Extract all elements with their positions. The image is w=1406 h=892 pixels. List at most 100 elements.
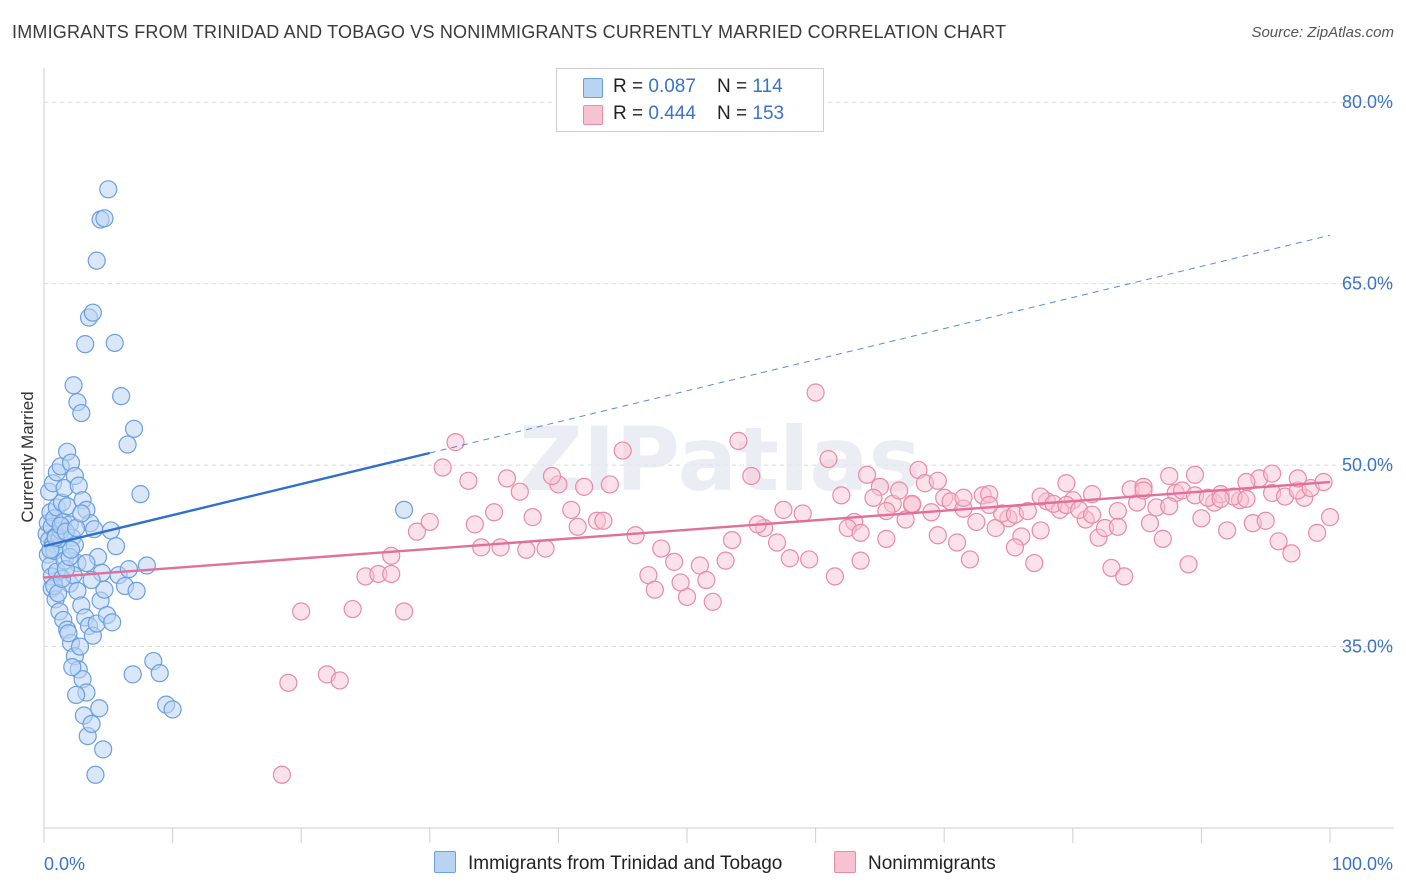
immigrants-points: [37, 180, 414, 784]
immigrants-point: [59, 624, 78, 643]
nonimmigrants-points: [272, 383, 1340, 784]
x-tick-label: 100.0%: [1332, 854, 1393, 874]
nonimmigrants-point: [928, 471, 947, 490]
immigrants-point: [127, 581, 146, 601]
immigrants-point: [77, 553, 96, 573]
nonimmigrants-point: [1025, 553, 1044, 573]
nonimmigrants-point: [671, 573, 690, 592]
bottom-legend-label-immigrants: Immigrants from Trinidad and Tobago: [468, 853, 783, 874]
legend-r-label: R =: [613, 76, 649, 97]
legend-r-label: R =: [613, 103, 649, 124]
immigrants-point: [70, 637, 90, 656]
nonimmigrants-point: [420, 512, 439, 532]
nonimmigrants-point: [1269, 532, 1288, 551]
nonimmigrants-point: [767, 533, 787, 552]
nonimmigrants-point: [851, 551, 870, 570]
nonimmigrants-point: [613, 441, 632, 460]
nonimmigrants-point: [800, 550, 819, 569]
nonimmigrants-point: [960, 550, 980, 569]
nonimmigrants-point: [594, 511, 613, 530]
legend-swatch-pink: [583, 105, 603, 125]
nonimmigrants-point: [1005, 538, 1025, 557]
nonimmigrants-point: [1256, 511, 1275, 530]
nonimmigrants-point: [465, 515, 484, 534]
nonimmigrants-point: [600, 475, 619, 494]
nonimmigrants-point: [1115, 567, 1134, 586]
nonimmigrants-point: [967, 512, 986, 532]
nonimmigrants-point: [446, 433, 465, 452]
nonimmigrants-point: [716, 551, 735, 570]
nonimmigrants-trend-line: [43, 480, 1331, 579]
legend-text-nonimmigrants: R = 0.444 N = 153: [613, 101, 784, 127]
nonimmigrants-point: [562, 500, 581, 519]
immigrants-trend-extension: [429, 234, 1331, 454]
immigrants-point: [105, 333, 124, 353]
immigrants-point: [99, 180, 118, 199]
nonimmigrants-point: [1018, 501, 1037, 521]
immigrants-point: [394, 500, 414, 519]
nonimmigrants-point: [1185, 465, 1205, 484]
nonimmigrants-point: [902, 494, 922, 513]
nonimmigrants-point: [742, 466, 761, 486]
nonimmigrants-point: [1320, 508, 1340, 527]
nonimmigrants-point: [774, 500, 793, 519]
bottom-legend-nonimmigrants: Nonimmigrants: [834, 851, 996, 875]
nonimmigrants-point: [1160, 466, 1179, 486]
nonimmigrants-point: [722, 530, 742, 550]
nonimmigrants-point: [806, 383, 825, 402]
nonimmigrants-point: [729, 431, 748, 451]
legend-swatch-blue: [583, 78, 603, 98]
immigrants-point: [90, 699, 109, 718]
legend-n-label: N =: [717, 76, 753, 97]
nonimmigrants-point: [542, 466, 562, 486]
nonimmigrants-point: [890, 481, 909, 500]
legend-n-label: N =: [717, 103, 753, 124]
nonimmigrants-point: [1179, 555, 1198, 574]
nonimmigrants-point: [980, 495, 999, 515]
nonimmigrants-point: [459, 471, 478, 490]
nonimmigrants-point: [954, 488, 973, 507]
immigrants-point: [87, 251, 106, 270]
nonimmigrants-point: [272, 765, 292, 784]
nonimmigrants-point: [832, 486, 851, 505]
immigrants-point: [131, 485, 150, 504]
tick-labels: 35.0% 50.0% 65.0% 80.0% 0.0% 100.0%: [44, 92, 1393, 874]
immigrants-point: [123, 665, 142, 684]
nonimmigrants-point: [864, 488, 883, 507]
nonimmigrants-point: [1263, 464, 1282, 483]
immigrants-point: [150, 664, 169, 683]
nonimmigrants-point: [1218, 521, 1237, 540]
nonimmigrants-point: [394, 602, 414, 621]
nonimmigrants-point: [1288, 469, 1307, 488]
nonimmigrants-point: [1237, 489, 1256, 509]
immigrants-point: [118, 435, 137, 454]
nonimmigrants-point: [1108, 517, 1127, 536]
immigrants-point: [82, 714, 101, 734]
nonimmigrants-point: [472, 538, 491, 557]
immigrants-point: [94, 740, 113, 759]
nonimmigrants-point: [1082, 505, 1102, 524]
immigrants-point: [61, 540, 81, 559]
nonimmigrants-point: [491, 538, 510, 557]
y-tick-label: 80.0%: [1342, 92, 1393, 112]
legend-n-value: 114: [752, 76, 783, 97]
nonimmigrants-point: [857, 465, 877, 484]
immigrants-point: [95, 209, 114, 228]
nonimmigrants-point: [279, 673, 298, 692]
nonimmigrants-point: [1282, 544, 1301, 563]
immigrants-point: [72, 403, 91, 423]
nonimmigrants-point: [1192, 509, 1211, 528]
axes: [43, 68, 1394, 843]
nonimmigrants-point: [536, 539, 555, 558]
nonimmigrants-point: [697, 570, 716, 590]
nonimmigrants-point: [1308, 523, 1327, 542]
nonimmigrants-point: [851, 523, 870, 542]
immigrants-point: [63, 658, 82, 677]
nonimmigrants-point: [819, 449, 838, 469]
immigrants-point: [124, 419, 144, 438]
nonimmigrants-point: [825, 567, 844, 586]
nonimmigrants-point: [575, 477, 594, 496]
nonimmigrants-point: [1102, 558, 1121, 578]
nonimmigrants-point: [1057, 474, 1076, 493]
